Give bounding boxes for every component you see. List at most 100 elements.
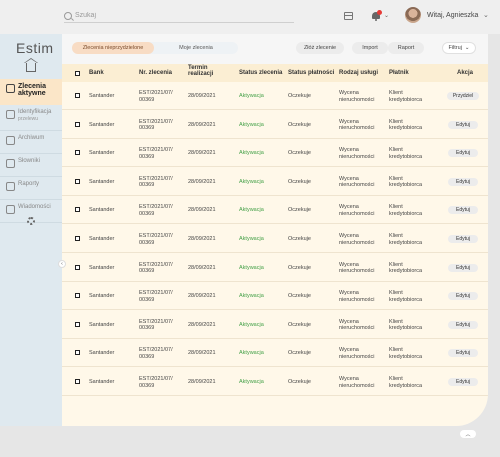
payer-line1: Klient (389, 376, 403, 382)
cell-service-type: Wycena nieruchomości (339, 376, 374, 389)
payer-line2: kredytobiorca (389, 296, 423, 303)
import-button[interactable]: Import (352, 42, 388, 54)
row-checkbox[interactable] (75, 293, 80, 299)
table-row[interactable]: Santander EST/2021/07/00369 28/09/2021 Akty… (62, 111, 488, 139)
payer-line2: kredytobiorca (389, 353, 423, 360)
select-all-checkbox[interactable] (75, 71, 80, 76)
calendar-icon[interactable] (344, 12, 353, 20)
tab-unassigned-orders[interactable]: Zlecenia nieprzydzielone (72, 42, 154, 54)
payer-line1: Klient (389, 261, 403, 268)
notifications-button[interactable]: ⌄ (372, 10, 392, 22)
cell-payment-status: Oczekuje (288, 150, 311, 157)
row-checkbox[interactable] (75, 264, 80, 270)
row-checkbox[interactable] (75, 93, 80, 98)
table-row[interactable]: Santander EST/2021/07/00369 28/09/2021 Akty… (62, 82, 488, 110)
row-checkbox[interactable] (75, 150, 80, 156)
edit-button[interactable]: Edytuj (448, 263, 478, 272)
table-row[interactable]: Santander EST/2021/07/00369 28/09/2021 Akty… (62, 311, 488, 339)
cell-bank: Santander (89, 264, 115, 271)
row-checkbox[interactable] (75, 121, 80, 127)
cell-deadline: 28/09/2021 (188, 236, 216, 242)
cell-payer: Klient kredytobiorca (389, 262, 422, 275)
home-icon[interactable] (24, 58, 38, 72)
payer-line1: Klient (389, 118, 403, 125)
sidebar-item-label: Raporty (18, 181, 40, 187)
table-row[interactable]: Santander EST/2021/07/00369 28/09/2021 Akty… (62, 254, 488, 282)
edit-button[interactable]: Edytuj (448, 349, 478, 358)
service-type-line1: Wycena (339, 147, 359, 154)
service-type-line1: Wycena (339, 347, 359, 354)
sidebar-item-archive[interactable]: Archiwum (0, 131, 62, 154)
column-header-payment-status[interactable]: Status płatności (288, 70, 335, 76)
avatar[interactable] (405, 7, 421, 23)
row-checkbox[interactable] (75, 178, 80, 184)
cell-bank: Santander (89, 321, 115, 328)
cell-payer: Klient kredytobiorca (389, 90, 422, 103)
cell-deadline: 28/09/2021 (188, 293, 216, 300)
report-button[interactable]: Raport (388, 42, 424, 54)
service-type-line1: Wycena (339, 233, 359, 239)
collapse-sidebar-button[interactable]: ‹ (58, 260, 66, 268)
row-checkbox[interactable] (75, 321, 80, 327)
column-header-order-number[interactable]: Nr. zlecenia (139, 70, 173, 76)
column-header-payer[interactable]: Płatnik (389, 70, 409, 76)
filter-label: Filtruj (448, 45, 462, 51)
cell-service-type: Wycena nieruchomości (339, 119, 374, 132)
sidebar-item-dictionaries[interactable]: Słowniki (0, 154, 62, 177)
column-header-deadline[interactable]: Termin realizacji (188, 65, 214, 77)
row-checkbox[interactable] (75, 379, 80, 384)
search-input[interactable] (75, 12, 275, 19)
edit-button[interactable]: Edytuj (448, 177, 478, 186)
order-number-line2: 00369 (139, 182, 155, 189)
payer-line1: Klient (389, 147, 403, 154)
edit-button[interactable]: Edytuj (448, 378, 478, 386)
chevron-down-icon[interactable]: ⌄ (483, 12, 489, 19)
edit-button[interactable]: Edytuj (448, 292, 478, 301)
tab-my-orders[interactable]: Moje zlecenia (179, 45, 213, 51)
table-row[interactable]: Santander EST/2021/07/00369 28/09/2021 Akty… (62, 139, 488, 168)
cell-bank: Santander (89, 293, 115, 300)
table-row[interactable]: Santander EST/2021/07/00369 28/09/2021 Akty… (62, 368, 488, 396)
column-header-order-status[interactable]: Status zlecenia (239, 70, 283, 76)
cell-service-type: Wycena nieruchomości (339, 204, 374, 217)
user-name: Witaj, Agnieszka (427, 12, 479, 19)
sidebar-item-reports[interactable]: Raporty (0, 177, 62, 200)
filter-button[interactable]: Filtruj ⌄ (442, 42, 476, 54)
edit-button[interactable]: Edytuj (448, 120, 478, 129)
table-row[interactable]: Santander EST/2021/07/00369 28/09/2021 Akty… (62, 282, 488, 311)
edit-button[interactable]: Edytuj (448, 206, 478, 215)
add-order-button[interactable]: Złóż zlecenie (296, 42, 344, 54)
scroll-to-top-button[interactable]: ︿ (460, 430, 476, 438)
edit-button[interactable]: Edytuj (448, 235, 478, 243)
order-number-line2: 00369 (139, 153, 155, 160)
sidebar-item-transfer-identification[interactable]: Identyfikacja przelewu (0, 105, 62, 131)
table-row[interactable]: Santander EST/2021/07/00369 28/09/2021 Akty… (62, 196, 488, 225)
cell-order-number: EST/2021/07/00369 (139, 147, 173, 160)
search-bar[interactable] (64, 9, 294, 23)
cell-payer: Klient kredytobiorca (389, 204, 422, 217)
order-number-line2: 00369 (139, 296, 155, 303)
service-type-line2: nieruchomości (339, 210, 375, 217)
cell-service-type: Wycena nieruchomości (339, 176, 374, 189)
cell-deadline: 28/09/2021 (188, 207, 216, 214)
service-type-line2: nieruchomości (339, 239, 375, 246)
payer-line1: Klient (389, 204, 403, 211)
row-checkbox[interactable] (75, 236, 80, 241)
edit-button[interactable]: Edytuj (448, 149, 478, 158)
assign-button[interactable]: Przydziel (447, 92, 479, 100)
column-header-bank[interactable]: Bank (89, 70, 104, 76)
table-row[interactable]: Santander EST/2021/07/00369 28/09/2021 Akty… (62, 168, 488, 196)
table-row[interactable]: Santander EST/2021/07/00369 28/09/2021 Akty… (62, 339, 488, 368)
gear-icon[interactable] (27, 217, 35, 225)
payer-line1: Klient (389, 290, 403, 297)
cell-service-type: Wycena nieruchomości (339, 262, 374, 275)
edit-button[interactable]: Edytuj (448, 320, 478, 329)
cell-payment-status: Oczekuje (288, 236, 311, 242)
row-checkbox[interactable] (75, 350, 80, 356)
row-checkbox[interactable] (75, 207, 80, 213)
sidebar-nav: Zlecenia aktywne Identyfikacja przelewu … (0, 79, 62, 223)
sidebar-item-active-orders[interactable]: Zlecenia aktywne (0, 79, 62, 105)
column-header-service-type[interactable]: Rodzaj usługi (339, 70, 378, 76)
table-row[interactable]: Santander EST/2021/07/00369 28/09/2021 Akty… (62, 225, 488, 253)
toolbar: Zlecenia nieprzydzielone Moje zlecenia Z… (62, 34, 488, 64)
